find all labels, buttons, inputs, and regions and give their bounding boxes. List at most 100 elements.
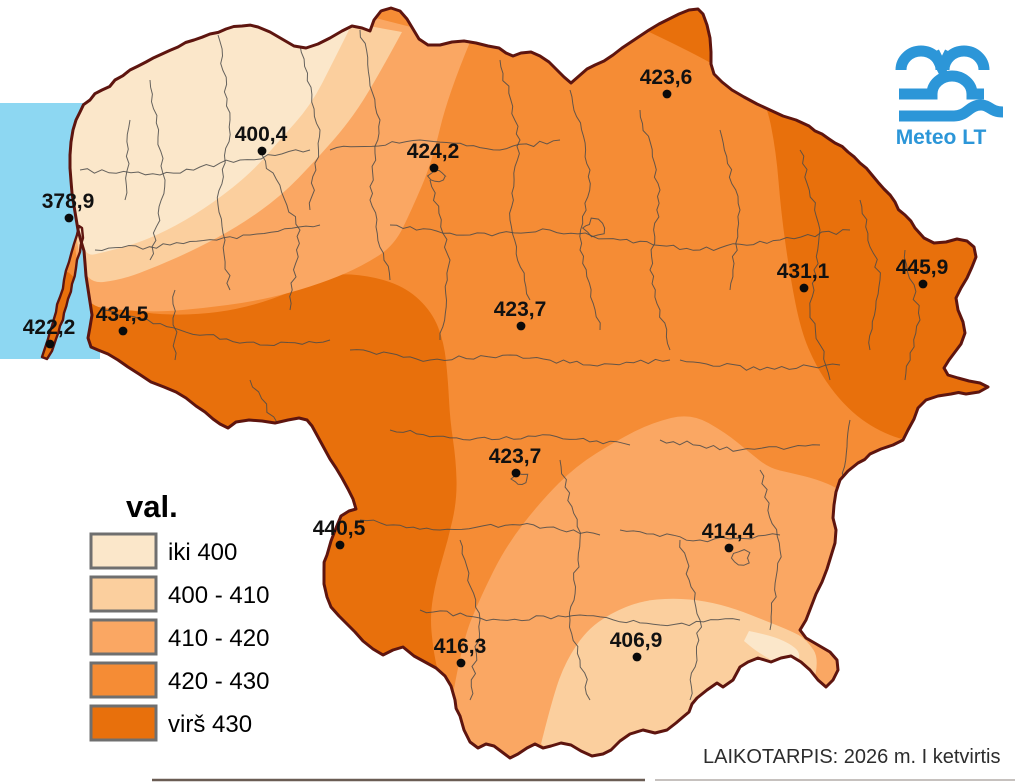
station-marker: 378,9 — [42, 190, 95, 223]
municipality-enclave — [510, 472, 529, 486]
station-marker: 406,9 — [610, 629, 663, 662]
station-value-label: 406,9 — [610, 629, 663, 652]
station-value-label: 400,4 — [235, 123, 288, 146]
station-dot — [429, 163, 439, 173]
municipality-line — [569, 89, 601, 331]
legend-swatch-400-410 — [89, 575, 158, 613]
station-dot — [257, 146, 267, 156]
municipality-line — [619, 529, 781, 543]
municipality-line — [389, 429, 631, 446]
station-dot — [64, 213, 74, 223]
municipality-line — [79, 149, 311, 176]
station-dot — [511, 468, 521, 478]
station-value-label: 424,2 — [407, 140, 460, 163]
station-value-label: 423,7 — [494, 298, 547, 321]
station-marker: 400,4 — [235, 123, 288, 156]
municipality-line — [359, 519, 601, 536]
meteo-lt-logo-text: Meteo LT — [896, 126, 987, 149]
municipality-line — [903, 249, 921, 381]
station-dot — [456, 658, 466, 668]
municipality-line — [249, 379, 281, 431]
station-value-label: 423,7 — [489, 445, 542, 468]
municipality-line — [359, 29, 391, 281]
station-marker: 424,2 — [407, 140, 460, 173]
station-marker: 440,5 — [313, 517, 366, 550]
station-values: 423,6 400,4 424,2 378,9 434,5 422,2 423,7 431,1… — [23, 66, 949, 668]
municipality-line — [559, 459, 591, 701]
municipality-line — [349, 349, 671, 367]
municipality-line — [679, 359, 841, 371]
legend-label-400-410: 400 - 410 — [168, 582, 269, 609]
map-legend: val. iki 400 400 - 410 410 - 420 420 - 4… — [89, 489, 269, 742]
legend-swatch-over-430 — [89, 704, 158, 742]
station-dot — [799, 283, 809, 293]
station-marker: 416,3 — [434, 635, 487, 668]
municipality-line — [659, 439, 821, 452]
period-label: LAIKOTARPIS: 2026 m. I ketvirtis — [703, 746, 1001, 768]
municipality-line — [124, 119, 131, 201]
station-dot — [45, 339, 55, 349]
meteo-lt-wave-icon — [895, 45, 1004, 122]
meteo-lt-logo: Meteo LT — [895, 45, 1004, 149]
station-value-label: 445,9 — [896, 256, 949, 279]
station-dot — [918, 279, 928, 289]
municipality-enclave — [581, 217, 606, 238]
municipality-line — [639, 109, 671, 351]
municipality-line — [216, 34, 231, 291]
station-value-label: 434,5 — [96, 303, 149, 326]
municipality-enclave — [426, 170, 447, 183]
legend-swatch-under-400 — [89, 532, 158, 570]
municipality-enclave — [730, 549, 751, 566]
municipality-line — [619, 229, 851, 252]
station-dot — [724, 543, 734, 553]
municipality-line — [419, 609, 741, 627]
legend-label-420-430: 420 - 430 — [168, 668, 269, 695]
municipality-line — [799, 149, 831, 381]
station-value-label: 431,1 — [777, 260, 830, 283]
station-marker: 423,6 — [640, 66, 693, 99]
zone-under-400-northwest — [70, 15, 354, 255]
station-value-label: 416,3 — [434, 635, 487, 658]
municipality-line — [172, 289, 178, 361]
station-marker: 423,7 — [489, 445, 542, 478]
station-dot — [516, 321, 526, 331]
municipality-boundaries — [79, 29, 921, 701]
municipality-line — [499, 59, 531, 301]
legend-title: val. — [126, 489, 178, 524]
station-marker: 414,4 — [702, 520, 755, 553]
legend-swatch-410-420 — [89, 618, 158, 656]
curonian-spit-border — [40, 224, 85, 361]
station-dot — [632, 652, 642, 662]
station-value-label: 423,6 — [640, 66, 693, 89]
station-marker: 422,2 — [23, 316, 76, 349]
station-value-label: 378,9 — [42, 190, 95, 213]
municipality-line — [94, 224, 321, 252]
legend-label-410-420: 410 - 420 — [168, 625, 269, 652]
legend-label-under-400: iki 400 — [168, 539, 237, 566]
municipality-line — [459, 539, 481, 701]
municipality-line — [99, 309, 331, 347]
municipality-line — [759, 469, 782, 631]
municipality-line — [299, 44, 321, 211]
station-marker: 423,7 — [494, 298, 547, 331]
station-marker: 445,9 — [896, 256, 949, 289]
municipality-line — [859, 199, 881, 351]
municipality-line — [429, 179, 451, 340]
station-marker: 434,5 — [96, 303, 149, 336]
legend-swatch-420-430 — [89, 661, 158, 699]
municipality-line — [261, 154, 301, 311]
country-border — [68, 6, 990, 760]
municipality-line — [679, 539, 703, 701]
station-dot — [118, 326, 128, 336]
legend-label-over-430: virš 430 — [168, 711, 252, 738]
station-dot — [662, 89, 672, 99]
station-value-label: 422,2 — [23, 316, 76, 339]
municipality-line — [719, 129, 741, 291]
municipality-line — [389, 224, 621, 241]
station-value-label: 414,4 — [702, 520, 755, 543]
station-dot — [335, 540, 345, 550]
station-value-label: 440,5 — [313, 517, 366, 540]
municipality-line — [329, 139, 561, 151]
